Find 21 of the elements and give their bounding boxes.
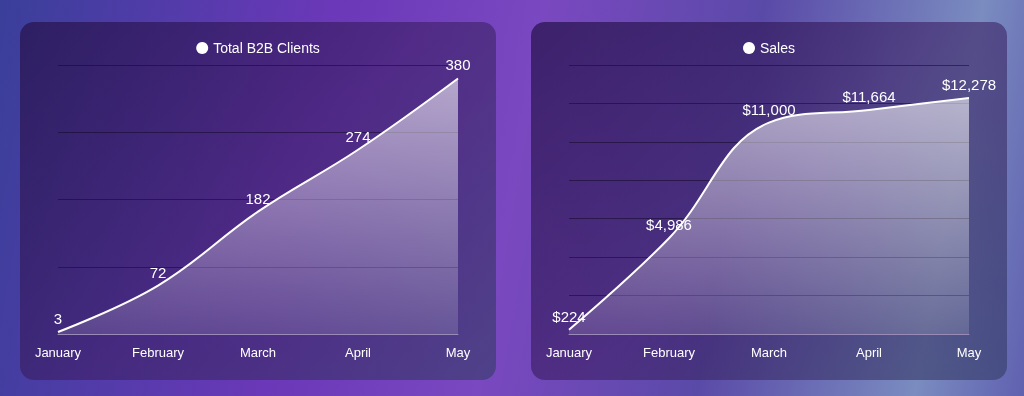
x-tick-label: May [956, 345, 982, 360]
legend-label: Total B2B Clients [213, 40, 320, 56]
x-tick-label: March [750, 345, 788, 360]
x-tick-label: January [545, 345, 593, 360]
x-tick-label: February [642, 345, 696, 360]
data-label: $224 [552, 307, 586, 325]
data-label: 3 [53, 309, 63, 327]
data-label: 274 [345, 127, 371, 145]
x-tick-label: April [344, 345, 372, 360]
data-label: 182 [245, 189, 271, 207]
data-label: 72 [149, 263, 167, 281]
data-label: 380 [445, 56, 471, 74]
x-tick-label: April [855, 345, 883, 360]
x-tick-label: February [131, 345, 185, 360]
data-label: $11,000 [742, 100, 796, 118]
data-label: $12,278 [941, 76, 997, 94]
x-tick-label: May [445, 345, 471, 360]
x-tick-label: March [239, 345, 277, 360]
data-label: $11,664 [842, 87, 896, 105]
x-tick-label: January [34, 345, 82, 360]
legend-label: Sales [759, 40, 796, 56]
